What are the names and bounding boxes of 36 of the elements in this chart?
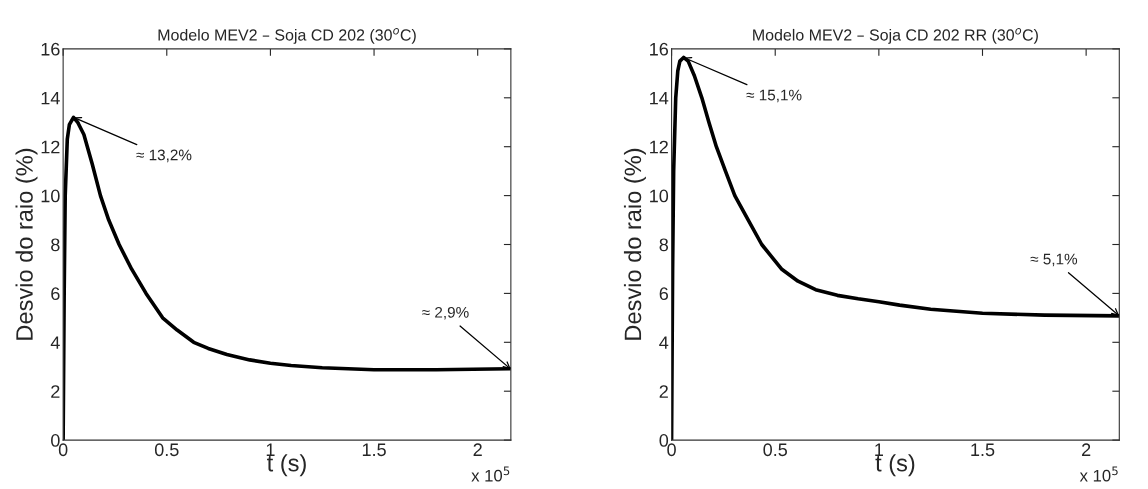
text: x 10$^{5}$ <box>1079 466 1118 482</box>
y-tick-label: 6 <box>659 287 669 301</box>
annotation: ≈ 13,2% <box>136 149 192 163</box>
y-tick-label: 12 <box>650 140 668 154</box>
y-tick-label: 16 <box>650 42 669 56</box>
y-tick-label: 6 <box>51 287 60 301</box>
y-tick-label: 10 <box>41 189 60 203</box>
y-tick-label: 0 <box>51 434 60 447</box>
y-tick-label: 0 <box>659 434 669 447</box>
x-tick-label: 0.5 <box>763 443 788 457</box>
x-tick-label: 1.5 <box>971 443 995 457</box>
annotation: ≈ 15,1% <box>746 89 802 103</box>
y-tick-label: 12 <box>41 140 60 154</box>
x-tick-label: 1.5 <box>362 443 386 457</box>
chart-title: Modelo MEV2 – Soja CD 202 (30$^{o}$C) <box>158 28 416 44</box>
annotation: ≈ 2,9% <box>422 306 469 320</box>
x-tick-label: 0.5 <box>154 443 179 457</box>
y-tick-label: 2 <box>51 385 60 398</box>
x-tick-label: 2 <box>473 443 482 456</box>
y-tick-label: 8 <box>659 238 669 252</box>
y-tick-label: 16 <box>41 42 60 56</box>
y-tick-label: 14 <box>41 91 60 105</box>
y-tick-label: 4 <box>659 336 669 349</box>
x-tick-label: 1 <box>266 443 275 456</box>
y-tick-label: 10 <box>650 189 669 203</box>
x-tick-label: 1 <box>875 443 883 456</box>
x-tick-label: 2 <box>1082 443 1091 456</box>
y-axis-title: Desvio do raio (%) <box>15 148 38 340</box>
y-tick-label: 2 <box>659 385 668 398</box>
text: x 10$^{5}$ <box>471 466 510 482</box>
y-tick-label: 4 <box>50 336 60 349</box>
y-tick-label: 8 <box>51 238 60 252</box>
y-axis-title: Desvio do raio (%) <box>623 148 646 340</box>
annotation: ≈ 5,1% <box>1030 253 1078 267</box>
y-tick-label: 14 <box>650 91 669 105</box>
chart-title: Modelo MEV2 – Soja CD 202 RR (30$^{o}$C) <box>753 28 1038 44</box>
